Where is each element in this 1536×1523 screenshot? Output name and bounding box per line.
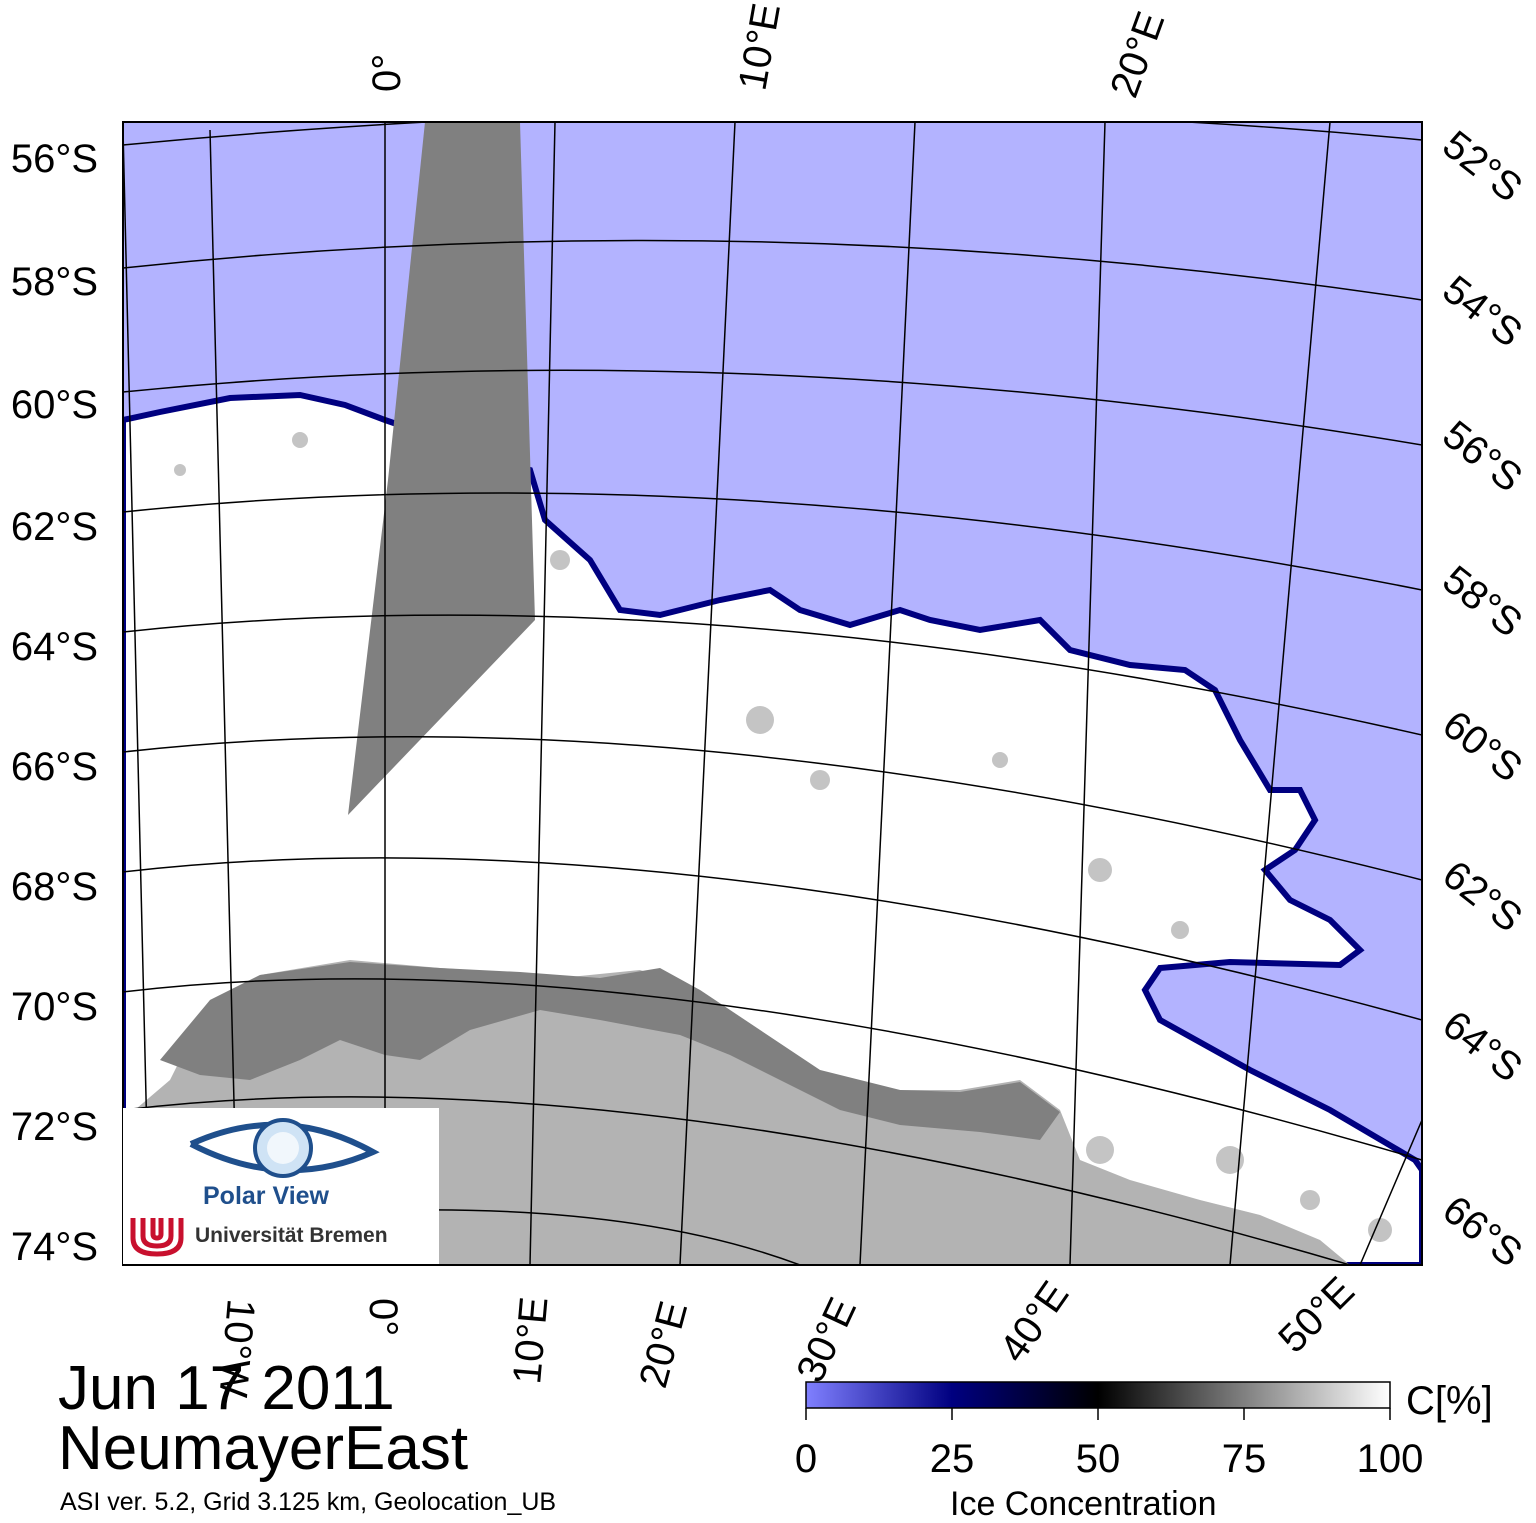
eye-globe-icon bbox=[189, 1118, 380, 1178]
cb-tick-75: 75 bbox=[1222, 1437, 1267, 1481]
colorbar-ticks bbox=[805, 1408, 1391, 1420]
lat-label-60s: 60°S bbox=[11, 383, 98, 427]
lat-label-58s-right: 58°S bbox=[1434, 557, 1530, 645]
lat-label-62s: 62°S bbox=[11, 505, 98, 549]
colorbar-tick-labels: 0 25 50 75 100 bbox=[795, 1437, 1424, 1481]
lon-label-top-20e: 20°E bbox=[1102, 6, 1173, 103]
lat-label-56s-right: 56°S bbox=[1434, 412, 1530, 500]
polar-view-logo: Polar View Universität Bremen bbox=[123, 1108, 439, 1264]
lon-label-bottom-30e: 30°E bbox=[788, 1291, 865, 1389]
cb-tick-100: 100 bbox=[1357, 1437, 1424, 1481]
lat-right-labels: 52°S 54°S 56°S 58°S 60°S 62°S 64°S 66°S bbox=[1434, 122, 1530, 1275]
map-date: Jun 17 2011 bbox=[58, 1354, 395, 1423]
lat-label-64s: 64°S bbox=[11, 625, 98, 669]
colorbar-title: Ice Concentration bbox=[950, 1485, 1217, 1523]
map-region: NeumayerEast bbox=[58, 1414, 469, 1483]
logo-name: Polar View bbox=[203, 1182, 329, 1210]
longitude-lines bbox=[123, 122, 1422, 1265]
lon-label-top-0: 0° bbox=[365, 54, 409, 92]
lat-label-64s-right: 64°S bbox=[1434, 1002, 1530, 1090]
colorbar-gradient bbox=[805, 1381, 1391, 1409]
no-data-swath bbox=[348, 122, 535, 815]
lon-top-labels: 0° 10°E 20°E bbox=[365, 0, 1173, 103]
lon-label-bottom-10e: 10°E bbox=[505, 1295, 556, 1386]
lon-label-top-10e: 10°E bbox=[731, 0, 789, 93]
cb-tick-25: 25 bbox=[930, 1437, 975, 1481]
colorbar: 0 25 50 75 100 C[%] bbox=[795, 1379, 1493, 1481]
lon-label-bottom-40e: 40°E bbox=[991, 1274, 1077, 1371]
cb-tick-0: 0 bbox=[795, 1437, 817, 1481]
lon-label-bottom-0: 0° bbox=[361, 1298, 405, 1336]
ice-texture bbox=[174, 432, 1392, 1242]
lon-label-bottom-10w: 10°W bbox=[210, 1297, 262, 1399]
lon-label-bottom-50e: 50°E bbox=[1270, 1269, 1363, 1362]
colorbar-unit: C[%] bbox=[1406, 1379, 1493, 1423]
lat-label-60s-right: 60°S bbox=[1434, 702, 1530, 790]
lat-left-labels: 56°S 58°S 60°S 62°S 64°S 66°S 68°S 70°S … bbox=[11, 137, 98, 1269]
lat-label-72s: 72°S bbox=[11, 1105, 98, 1149]
lat-label-62s-right: 62°S bbox=[1434, 852, 1530, 940]
cb-tick-50: 50 bbox=[1076, 1437, 1121, 1481]
lat-label-68s: 68°S bbox=[11, 865, 98, 909]
logo-institution: Universität Bremen bbox=[195, 1224, 388, 1247]
lat-label-56s: 56°S bbox=[11, 137, 98, 181]
map-body bbox=[123, 122, 1422, 1265]
lat-label-70s: 70°S bbox=[11, 985, 98, 1029]
lat-label-66s-right: 66°S bbox=[1434, 1187, 1530, 1275]
lat-label-74s: 74°S bbox=[11, 1225, 98, 1269]
map-frame bbox=[122, 121, 1423, 1266]
lon-label-bottom-20e: 20°E bbox=[631, 1297, 696, 1393]
lat-label-58s: 58°S bbox=[11, 260, 98, 304]
university-bremen-seal-icon bbox=[130, 1218, 184, 1257]
lat-label-66s: 66°S bbox=[11, 745, 98, 789]
latitude-lines bbox=[123, 122, 1422, 1265]
map-info: ASI ver. 5.2, Grid 3.125 km, Geolocation… bbox=[60, 1488, 557, 1516]
lat-label-52s: 52°S bbox=[1434, 122, 1530, 210]
lat-label-54s: 54°S bbox=[1434, 267, 1530, 355]
